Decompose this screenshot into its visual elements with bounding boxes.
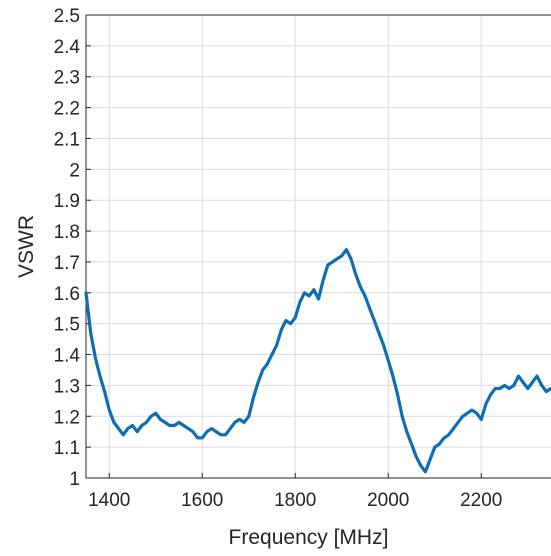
y-tick-label: 1.5 <box>54 315 80 336</box>
grid-lines <box>86 14 551 479</box>
y-axis-label: VSWR <box>15 215 38 278</box>
y-tick-label: 1.1 <box>54 438 80 459</box>
y-tick-label: 1.7 <box>54 253 80 274</box>
y-tick-label: 2.1 <box>54 129 80 150</box>
y-tick-label: 2.5 <box>54 6 80 27</box>
y-tick-label: 2.3 <box>54 68 80 89</box>
y-tick-label: 1.9 <box>54 191 80 212</box>
y-tick-label: 1.3 <box>54 376 80 397</box>
x-tick-label: 1800 <box>274 490 316 511</box>
x-axis-label: Frequency [MHz] <box>229 526 389 549</box>
y-tick-label: 1.6 <box>54 284 80 305</box>
series-layer <box>84 248 551 474</box>
y-tick-label: 1.4 <box>54 346 81 367</box>
y-tick-label: 2.2 <box>54 99 80 120</box>
y-tick-label: 2.4 <box>54 37 81 58</box>
x-tick-label: 1400 <box>88 490 130 511</box>
y-tick-label: 1.2 <box>54 407 80 428</box>
x-tick-label: 2200 <box>460 490 502 511</box>
tick-labels: 1 1.1 1.2 1.3 1.4 1.5 1.6 1.7 1.8 1.9 2 2.1 2.2 2.3 2.… <box>54 6 503 511</box>
x-tick-label: 1600 <box>181 490 223 511</box>
axes <box>85 14 551 479</box>
y-tick-label: 1.8 <box>54 222 80 243</box>
x-tick-label: 2000 <box>367 490 409 511</box>
y-tick-label: 1 <box>69 469 80 490</box>
y-tick-label: 2 <box>69 160 80 181</box>
